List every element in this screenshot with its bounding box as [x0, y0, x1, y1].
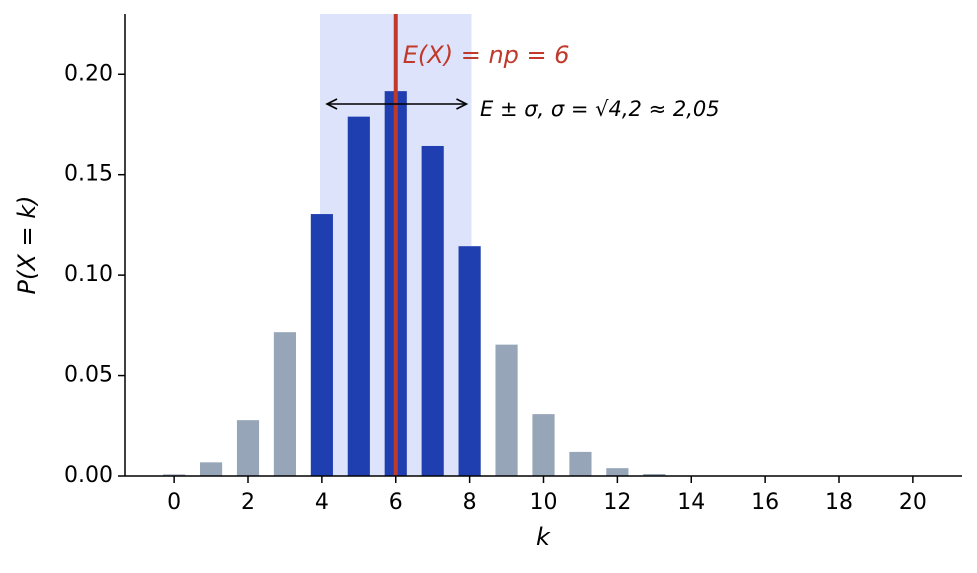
bar — [348, 117, 370, 476]
sigma-label: E ± σ, σ = √4,2 ≈ 2,05 — [480, 97, 720, 121]
x-tick-label: 6 — [389, 490, 403, 515]
bar — [200, 462, 222, 476]
y-tick-label: 0.05 — [64, 363, 113, 388]
bar — [532, 414, 554, 476]
x-tick-label: 14 — [677, 490, 705, 515]
bar — [569, 452, 591, 476]
bar — [459, 246, 481, 476]
y-tick-label: 0.10 — [64, 262, 113, 287]
x-tick-label: 4 — [315, 490, 329, 515]
y-tick-label: 0.20 — [64, 61, 113, 86]
x-tick-label: 18 — [825, 490, 853, 515]
bar — [274, 332, 296, 476]
bar — [237, 420, 259, 476]
bar — [422, 146, 444, 476]
bar — [606, 468, 628, 476]
bar — [311, 214, 333, 476]
y-axis-label: P(X = k) — [13, 196, 41, 295]
mean-label: E(X) = np = 6 — [403, 41, 570, 69]
x-axis-label: k — [536, 523, 551, 551]
x-tick-label: 12 — [603, 490, 631, 515]
x-tick-label: 2 — [241, 490, 255, 515]
y-tick-label: 0.15 — [64, 162, 113, 187]
y-tick-label: 0.00 — [64, 463, 113, 488]
bar — [495, 345, 517, 476]
x-tick-label: 20 — [899, 490, 927, 515]
x-tick-label: 16 — [751, 490, 779, 515]
x-tick-label: 8 — [463, 490, 477, 515]
x-tick-label: 10 — [530, 490, 558, 515]
x-tick-label: 0 — [167, 490, 181, 515]
